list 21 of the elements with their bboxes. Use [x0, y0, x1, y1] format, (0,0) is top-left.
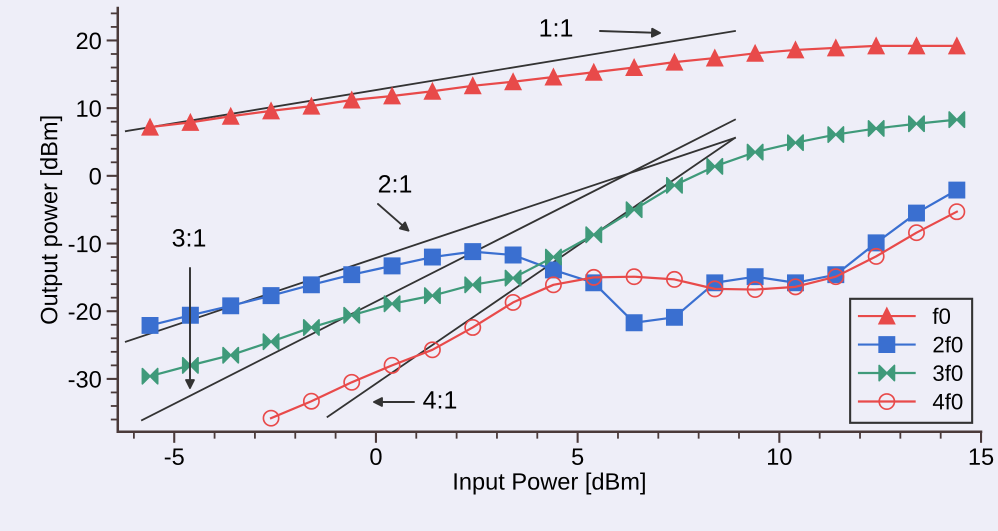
y-tick-label: 10 — [77, 100, 101, 117]
legend-label: 3f0 — [933, 364, 962, 382]
x-axis-title: Input Power [dBm] — [454, 472, 645, 494]
legend-label: 4f0 — [932, 393, 962, 410]
y-tick-label: -10 — [68, 236, 101, 252]
x-tick-label: -5 — [164, 448, 184, 466]
x-tick-label: 15 — [970, 448, 994, 466]
annotation: 1:1 — [540, 19, 572, 36]
annotation: 2:1 — [378, 175, 412, 192]
y-tick-label: 0 — [90, 168, 101, 185]
x-tick-label: 0 — [370, 448, 382, 466]
annotation: 3:1 — [172, 229, 206, 247]
x-tick-label: 10 — [768, 448, 792, 466]
x-tick-label: 5 — [572, 448, 584, 466]
annotation: 4:1 — [423, 391, 456, 408]
legend-label: f0 — [932, 308, 950, 324]
y-axis-title: Output power [dBm] — [40, 116, 62, 324]
legend-label: 2f0 — [933, 336, 962, 353]
y-tick-label: -30 — [68, 370, 101, 388]
y-tick-label: 20 — [76, 32, 101, 50]
y-tick-label: -20 — [68, 303, 101, 320]
